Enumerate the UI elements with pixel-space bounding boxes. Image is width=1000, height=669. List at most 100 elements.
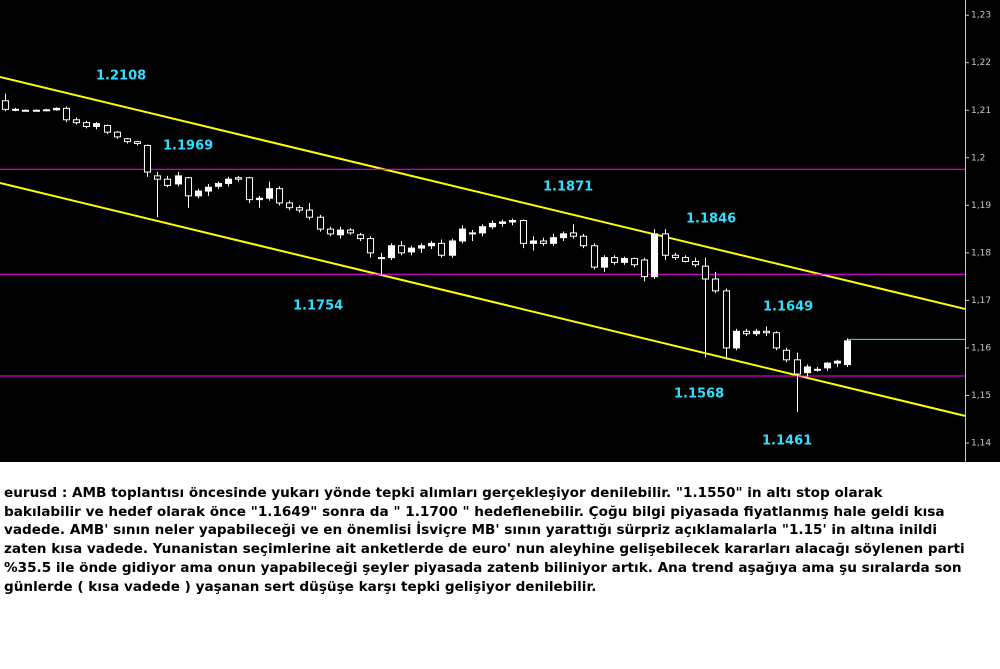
candle-body (174, 175, 183, 185)
annotation: 1.1969 (163, 139, 213, 154)
candle-body (285, 202, 294, 209)
candle-body (204, 186, 213, 192)
candle-body (133, 141, 142, 145)
candle-body (52, 107, 61, 111)
candle-body (711, 278, 720, 292)
annotation: 1.1754 (293, 299, 343, 314)
annotation: 1.1846 (686, 212, 736, 227)
candle-body (752, 330, 761, 335)
candle-body (458, 228, 467, 242)
candle-body (488, 222, 497, 228)
y-tick-label: 1,16 (971, 343, 991, 353)
candle-body (245, 177, 254, 201)
candle-body (772, 332, 781, 349)
candle-body (1, 100, 10, 110)
y-tick-label: 1,15 (971, 391, 991, 401)
candle-body (569, 232, 578, 237)
caption: eurusd : AMB toplantısı öncesinde yukarı… (4, 484, 996, 596)
candle-body (833, 360, 842, 364)
candle-body (610, 257, 619, 263)
candle-body (72, 119, 81, 124)
candle-body (427, 242, 436, 247)
candle-body (508, 220, 517, 223)
candle-body (346, 229, 355, 234)
candle-body (113, 131, 122, 138)
caption-line: günlerde ( kısa vadede ) yaşanan sert dü… (4, 578, 597, 595)
candle-body (356, 234, 365, 240)
candle-body (590, 245, 599, 268)
candle-body (742, 330, 751, 335)
candle-body (21, 109, 30, 112)
candle-body (194, 190, 203, 197)
y-tick-label: 1,23 (971, 11, 991, 21)
candle-body (600, 257, 609, 268)
candle-body (762, 330, 771, 334)
candle-body (417, 245, 426, 249)
chart-line (0, 76, 966, 310)
candle-body (184, 177, 193, 197)
caption-line: zaten kısa vadede. Yunanistan seçimlerin… (4, 541, 965, 558)
candle-body (407, 247, 416, 253)
candle-body (316, 216, 325, 230)
candle-body (691, 260, 700, 266)
candle-body (793, 359, 802, 375)
y-tick-label: 1,2 (971, 153, 985, 163)
candle-body (478, 226, 487, 234)
candle-body (813, 368, 822, 371)
candle-body (722, 290, 731, 349)
y-tick-label: 1,14 (971, 438, 991, 448)
candle-body (549, 237, 558, 244)
candle-body (366, 238, 375, 254)
y-tick-label: 1,22 (971, 58, 991, 68)
candle-body (397, 245, 406, 254)
chart-line (0, 182, 966, 417)
candle-body (32, 109, 41, 112)
candle-body (650, 233, 659, 278)
y-tick-label: 1,17 (971, 296, 991, 306)
candle-body (214, 182, 223, 187)
candle-body (630, 258, 639, 266)
candle-body (519, 220, 528, 244)
candle-body (62, 107, 71, 121)
annotation: 1.1568 (674, 387, 724, 402)
candle-body (529, 240, 538, 244)
caption-line: %35.5 ile önde gidiyor ama onun yapabile… (4, 559, 962, 576)
candle-body (671, 254, 680, 259)
candle-body (823, 362, 832, 369)
candle-body (234, 177, 243, 180)
candle-body (387, 245, 396, 259)
candle-body (153, 175, 162, 180)
candle-body (782, 349, 791, 361)
caption-line: vadede. AMB' sının neler yapabileceği ve… (4, 522, 938, 539)
candle-body (92, 123, 101, 127)
candle-body (661, 233, 670, 256)
candle-body (224, 178, 233, 184)
annotation: 1.2108 (96, 69, 146, 84)
candle-body (336, 229, 345, 236)
candle-body (681, 257, 690, 262)
y-tick-label: 1,18 (971, 248, 991, 258)
candle-body (255, 197, 264, 201)
candle-body (42, 109, 51, 112)
candle-body (559, 233, 568, 239)
candle-body (265, 188, 274, 199)
candle-body (701, 265, 710, 280)
y-tick-label: 1,21 (971, 106, 991, 116)
candle-body (295, 207, 304, 211)
candle-body (103, 124, 112, 133)
candle-body (579, 235, 588, 247)
candle-body (437, 242, 446, 256)
candle-body (803, 366, 812, 374)
annotation: 1.1649 (763, 300, 813, 315)
caption-line: bakılabilir ve hedef olarak önce "1.1649… (4, 503, 945, 520)
candle-body (275, 188, 284, 204)
candle-body (11, 108, 20, 111)
candle-body (123, 138, 132, 143)
candle-body (163, 178, 172, 186)
candle-body (82, 122, 91, 127)
candle-body (732, 330, 741, 349)
annotation: 1.1461 (762, 434, 812, 449)
candle-body (143, 144, 152, 173)
caption-line: eurusd : AMB toplantısı öncesinde yukarı… (4, 485, 883, 501)
